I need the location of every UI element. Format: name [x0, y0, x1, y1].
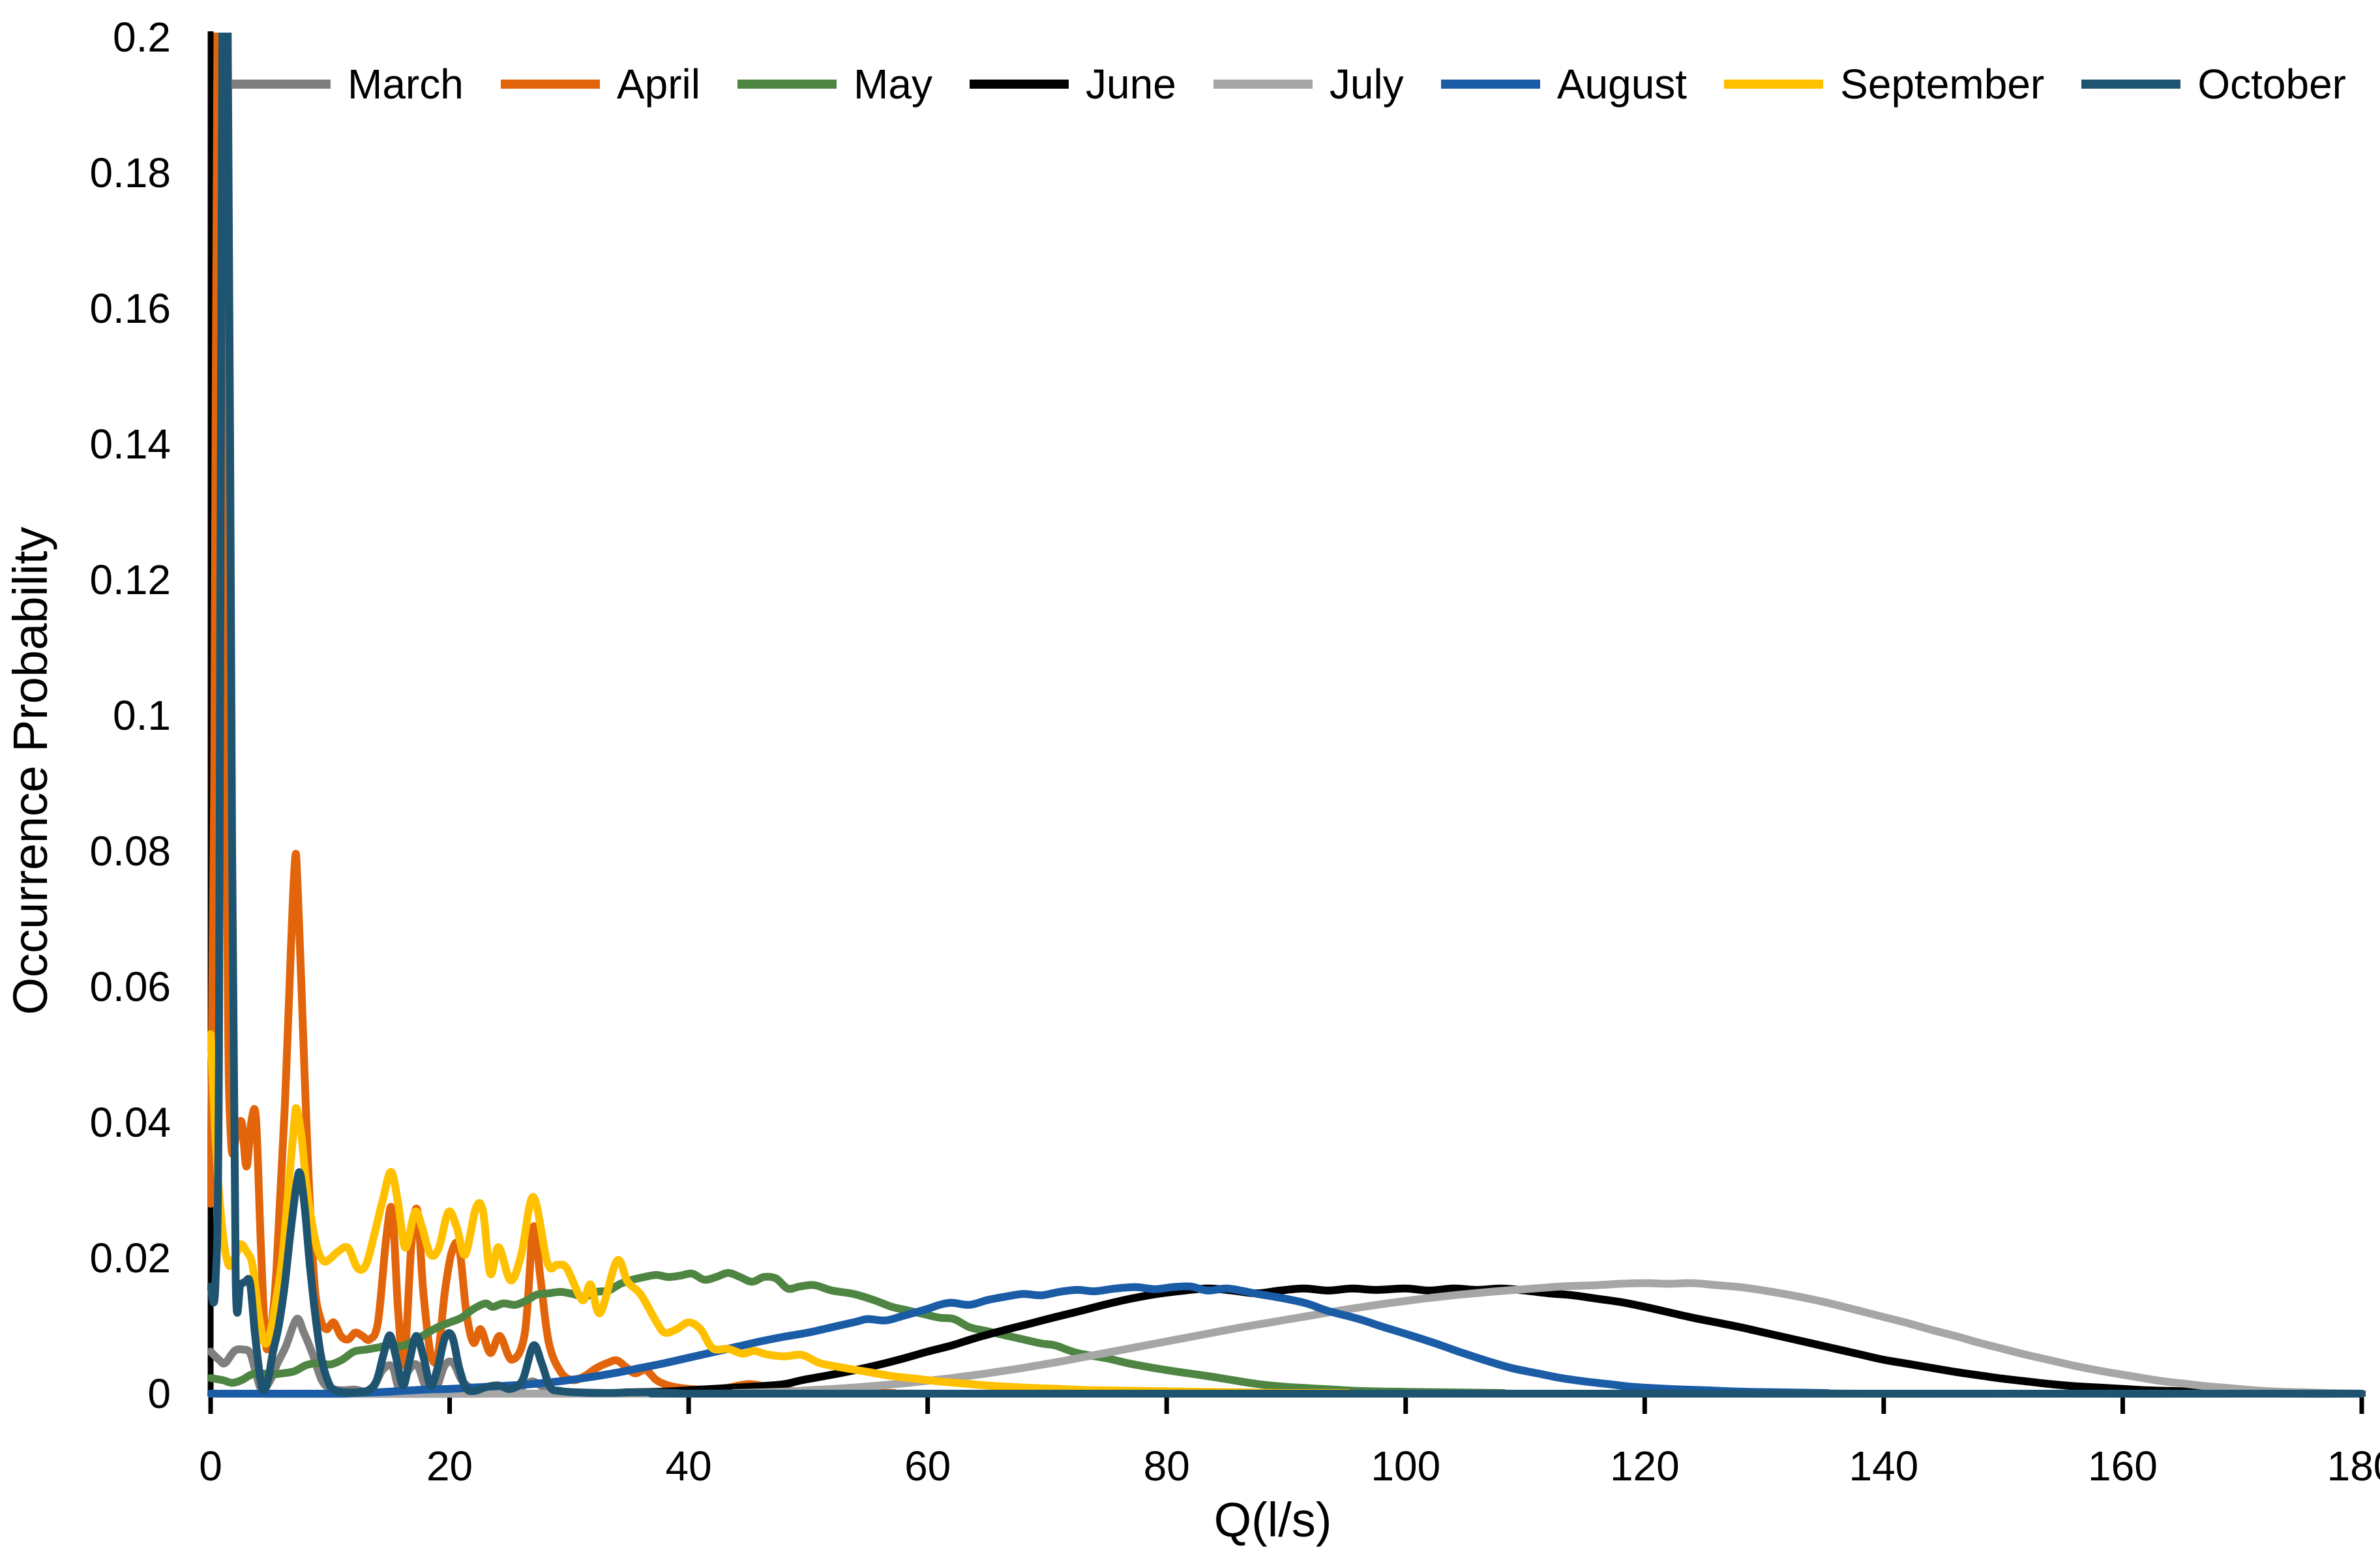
legend-label: March	[348, 61, 464, 108]
series-line-june	[207, 1284, 2366, 1398]
legend-swatch-may	[737, 80, 837, 89]
legend-item-may: May	[737, 60, 932, 108]
x-tick-label: 20	[426, 1443, 473, 1490]
series-line-september	[207, 1030, 2366, 1398]
legend-swatch-september	[1724, 80, 1824, 89]
y-tick-label: 0.08	[89, 828, 171, 875]
legend-swatch-june	[970, 80, 1069, 89]
x-tick-label: 60	[904, 1443, 951, 1490]
series-line-april	[207, 33, 2366, 1398]
legend-swatch-april	[500, 80, 600, 89]
legend-item-april: April	[500, 60, 700, 108]
x-tick-label: 0	[199, 1443, 222, 1490]
series-lines	[207, 33, 2366, 1398]
y-tick-label: 0.02	[89, 1235, 171, 1281]
series-line-may	[207, 1268, 2366, 1398]
y-tick-label: 0.1	[113, 692, 171, 739]
legend-label: September	[1840, 61, 2045, 108]
y-tick-label: 0.18	[89, 149, 171, 196]
legend-item-march: March	[231, 60, 464, 108]
legend-item-september: September	[1724, 60, 2044, 108]
x-tick-label: 80	[1144, 1443, 1190, 1490]
legend-swatch-august	[1440, 80, 1540, 89]
x-tick-label: 180	[2327, 1443, 2380, 1490]
tick-labels: 0 20 40 60 80 100 120 140 160 180 0 0.02 0.04 0.06 0.0…	[89, 14, 2380, 1490]
y-tick-label: 0.2	[113, 14, 171, 61]
y-tick-label: 0.12	[89, 556, 171, 603]
legend-label: June	[1086, 61, 1176, 108]
x-tick-label: 120	[1610, 1443, 1680, 1490]
series-line-october	[207, 33, 2366, 1398]
legend-label: October	[2197, 61, 2346, 108]
legend-swatch-october	[2081, 80, 2181, 89]
y-tick-label: 0.14	[89, 421, 171, 468]
y-axis-title: Occurrence Probability	[3, 527, 57, 1015]
legend-item-july: July	[1213, 60, 1404, 108]
series-line-august	[207, 1282, 2366, 1398]
x-tick-label: 100	[1371, 1443, 1440, 1490]
legend-label: July	[1329, 61, 1404, 108]
legend-item-october: October	[2081, 60, 2346, 108]
legend-item-august: August	[1440, 60, 1688, 108]
legend-swatch-march	[231, 80, 331, 89]
legend-label: April	[616, 61, 700, 108]
legend-swatch-july	[1213, 80, 1313, 89]
y-tick-label: 0.16	[89, 285, 171, 332]
legend-label: August	[1556, 61, 1688, 108]
x-tick-label: 40	[666, 1443, 712, 1490]
y-tick-label: 0	[147, 1370, 171, 1417]
y-tick-label: 0.06	[89, 963, 171, 1010]
x-tick-label: 160	[2088, 1443, 2158, 1490]
legend-item-june: June	[970, 60, 1176, 108]
x-axis-title: Q(l/s)	[1214, 1493, 1332, 1547]
y-tick-label: 0.04	[89, 1099, 171, 1146]
x-tick-label: 140	[1849, 1443, 1918, 1490]
legend: March April May June July August September Octo…	[231, 60, 2346, 108]
legend-label: May	[854, 61, 932, 108]
